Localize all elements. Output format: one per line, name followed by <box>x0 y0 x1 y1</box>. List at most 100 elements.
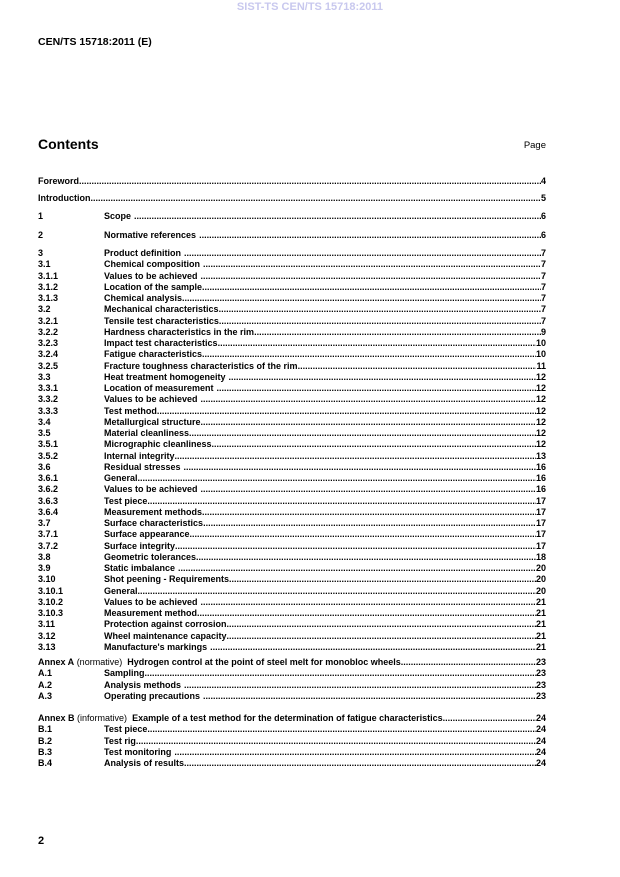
toc-entry[interactable]: B.3 Test monitoring 24 <box>38 747 546 758</box>
toc-entry[interactable]: 1 Scope 6 <box>38 211 546 222</box>
entry-title: Sampling <box>104 668 145 679</box>
toc-group: 1 Scope 6 <box>38 211 546 222</box>
entry-page: 24 <box>535 735 546 746</box>
toc-group: 3 Product definition 7 3.1 Chemical composit… <box>38 248 546 653</box>
toc-entry[interactable]: 3.10 Shot peening - Requirements 20 <box>38 574 546 585</box>
toc-entry[interactable]: 3.3.2 Values to be achieved 12 <box>38 394 546 405</box>
toc-entry[interactable]: 3.12 Wheel maintenance capacity 21 <box>38 631 546 642</box>
entry-title: Impact test characteristics <box>104 338 218 348</box>
toc-entry[interactable]: 3.3.3 Test method 12 <box>38 406 546 417</box>
toc-entry[interactable]: 3.2.4 Fatigue characteristics 10 <box>38 349 546 360</box>
toc-entry[interactable]: 3.2.5 Fracture toughness characteristics … <box>38 361 546 372</box>
toc-entry[interactable]: 3.5.1 Micrographic cleanliness 12 <box>38 439 546 450</box>
toc-entry[interactable]: Annex B (informative) Example of a test … <box>38 713 546 724</box>
toc-entry[interactable]: 3.6.4 Measurement methods 17 <box>38 507 546 518</box>
toc-entry[interactable]: 3.5.2 Internal integrity 13 <box>38 451 546 462</box>
entry-page: 7 <box>540 270 546 281</box>
entry-page: 23 <box>535 668 546 679</box>
entry-number: 3.5.2 <box>38 450 59 461</box>
dot-leader <box>138 473 536 484</box>
entry-number: B.3 <box>38 746 53 757</box>
toc-entry[interactable]: B.2 Test rig 24 <box>38 736 546 747</box>
toc-entry[interactable]: A.2 Analysis methods 23 <box>38 680 546 691</box>
toc-entry[interactable]: 3.8 Geometric tolerances 18 <box>38 552 546 563</box>
dot-leader <box>229 372 536 383</box>
toc-entry[interactable]: 3.5 Material cleanliness 12 <box>38 428 546 439</box>
entry-number: 3.1 <box>38 259 51 270</box>
entry-number: 3.7.1 <box>38 529 59 540</box>
toc-entry[interactable]: 3.2.2 Hardness characteristics in the rim… <box>38 327 546 338</box>
toc-entry[interactable]: 3.13 Manufacture's markings 21 <box>38 642 546 653</box>
entry-number: 3.5.1 <box>38 439 59 450</box>
toc-entry[interactable]: B.1 Test piece 24 <box>38 724 546 735</box>
toc-entry[interactable]: Introduction 5 <box>38 193 546 204</box>
dot-leader <box>189 428 536 439</box>
toc-entry[interactable]: 3.6.1 General 16 <box>38 473 546 484</box>
entry-page: 24 <box>535 746 546 757</box>
toc-group: 2 Normative references 6 <box>38 230 546 241</box>
entry-title: General <box>104 473 138 483</box>
annex-kind: (normative) <box>76 657 123 667</box>
entry-title: Chemical composition <box>104 259 201 270</box>
toc-entry[interactable]: 3.10.3 Measurement method 21 <box>38 608 546 619</box>
toc-entry[interactable]: 3.1.3 Chemical analysis 7 <box>38 293 546 304</box>
entry-title: Metallurgical structure <box>104 416 201 427</box>
toc-entry[interactable]: 2 Normative references 6 <box>38 230 546 241</box>
toc-entry[interactable]: 3.7.2 Surface integrity 17 <box>38 541 546 552</box>
toc-entry[interactable]: 3.2.1 Tensile test characteristics 7 <box>38 316 546 327</box>
toc-entry[interactable]: 3.2 Mechanical characteristics 7 <box>38 304 546 315</box>
entry-title: Wheel maintenance capacity <box>104 630 227 641</box>
entry-page: 23 <box>535 657 546 667</box>
entry-number: 3.2.4 <box>38 349 59 360</box>
toc-entry[interactable]: 3.1.1 Values to be achieved 7 <box>38 271 546 282</box>
toc-entry[interactable]: 3.1.2 Location of the sample 7 <box>38 282 546 293</box>
entry-page: 16 <box>535 461 546 472</box>
entry-title: Surface appearance <box>104 529 190 540</box>
entry-page: 12 <box>535 416 546 427</box>
entry-number: A.1 <box>38 668 53 679</box>
document-header: CEN/TS 15718:2011 (E) <box>38 36 152 48</box>
entry-page: 21 <box>535 596 546 607</box>
entry-number: B.4 <box>38 758 53 768</box>
toc-entry[interactable]: Foreword 4 <box>38 176 546 187</box>
entry-number: 3.6 <box>38 461 51 472</box>
toc-entry[interactable]: 3.11 Protection against corrosion 21 <box>38 619 546 630</box>
entry-title: Values to be achieved <box>104 484 198 495</box>
entry-number: 3.13 <box>38 641 56 652</box>
toc-entry[interactable]: 3.3.1 Location of measurement 12 <box>38 383 546 394</box>
entry-title: Product definition <box>104 248 181 258</box>
toc-entry[interactable]: 3.6 Residual stresses 16 <box>38 462 546 473</box>
toc-entry[interactable]: Annex A (normative) Hydrogen control at … <box>38 657 546 668</box>
dot-leader <box>201 394 536 405</box>
entry-title: Internal integrity <box>104 450 175 461</box>
toc-entry[interactable]: 3.3 Heat treatment homogeneity 12 <box>38 372 546 383</box>
toc-entry[interactable]: 3.10.2 Values to be achieved 21 <box>38 597 546 608</box>
toc-entry[interactable]: A.1 Sampling 23 <box>38 668 546 679</box>
entry-title: Scope <box>104 211 132 221</box>
entry-page: 24 <box>535 758 546 768</box>
entry-page: 21 <box>535 641 546 652</box>
toc-entry[interactable]: 3.2.3 Impact test characteristics 10 <box>38 338 546 349</box>
toc-entry[interactable]: 3.1 Chemical composition 7 <box>38 259 546 270</box>
entry-number: 3.1.2 <box>38 281 59 292</box>
dot-leader <box>184 758 536 769</box>
entry-number: 3.6.1 <box>38 473 59 483</box>
toc-entry[interactable]: A.3 Operating precautions 23 <box>38 691 546 702</box>
toc-entry[interactable]: 3.7.1 Surface appearance 17 <box>38 529 546 540</box>
entry-number: A.2 <box>38 679 53 690</box>
watermark: SIST-TS CEN/TS 15718:2011 <box>236 1 384 13</box>
entry-title: Residual stresses <box>104 461 181 472</box>
toc-entry[interactable]: B.4 Analysis of results 24 <box>38 758 546 769</box>
toc-entry[interactable]: 3.6.3 Test piece 17 <box>38 496 546 507</box>
toc-entry[interactable]: 3.10.1 General 20 <box>38 586 546 597</box>
entry-title: Surface characteristics <box>104 518 204 528</box>
toc-entry[interactable]: 3 Product definition 7 <box>38 248 546 259</box>
toc-entry[interactable]: 3.4 Metallurgical structure 12 <box>38 417 546 428</box>
entry-page: 20 <box>535 574 546 585</box>
entry-page: 12 <box>535 405 546 416</box>
toc-entry[interactable]: 3.7 Surface characteristics 17 <box>38 518 546 529</box>
toc-entry[interactable]: 3.6.2 Values to be achieved 16 <box>38 484 546 495</box>
entry-page: 21 <box>535 619 546 630</box>
entry-number: 3.1.1 <box>38 270 59 281</box>
toc-entry[interactable]: 3.9 Static imbalance 20 <box>38 563 546 574</box>
